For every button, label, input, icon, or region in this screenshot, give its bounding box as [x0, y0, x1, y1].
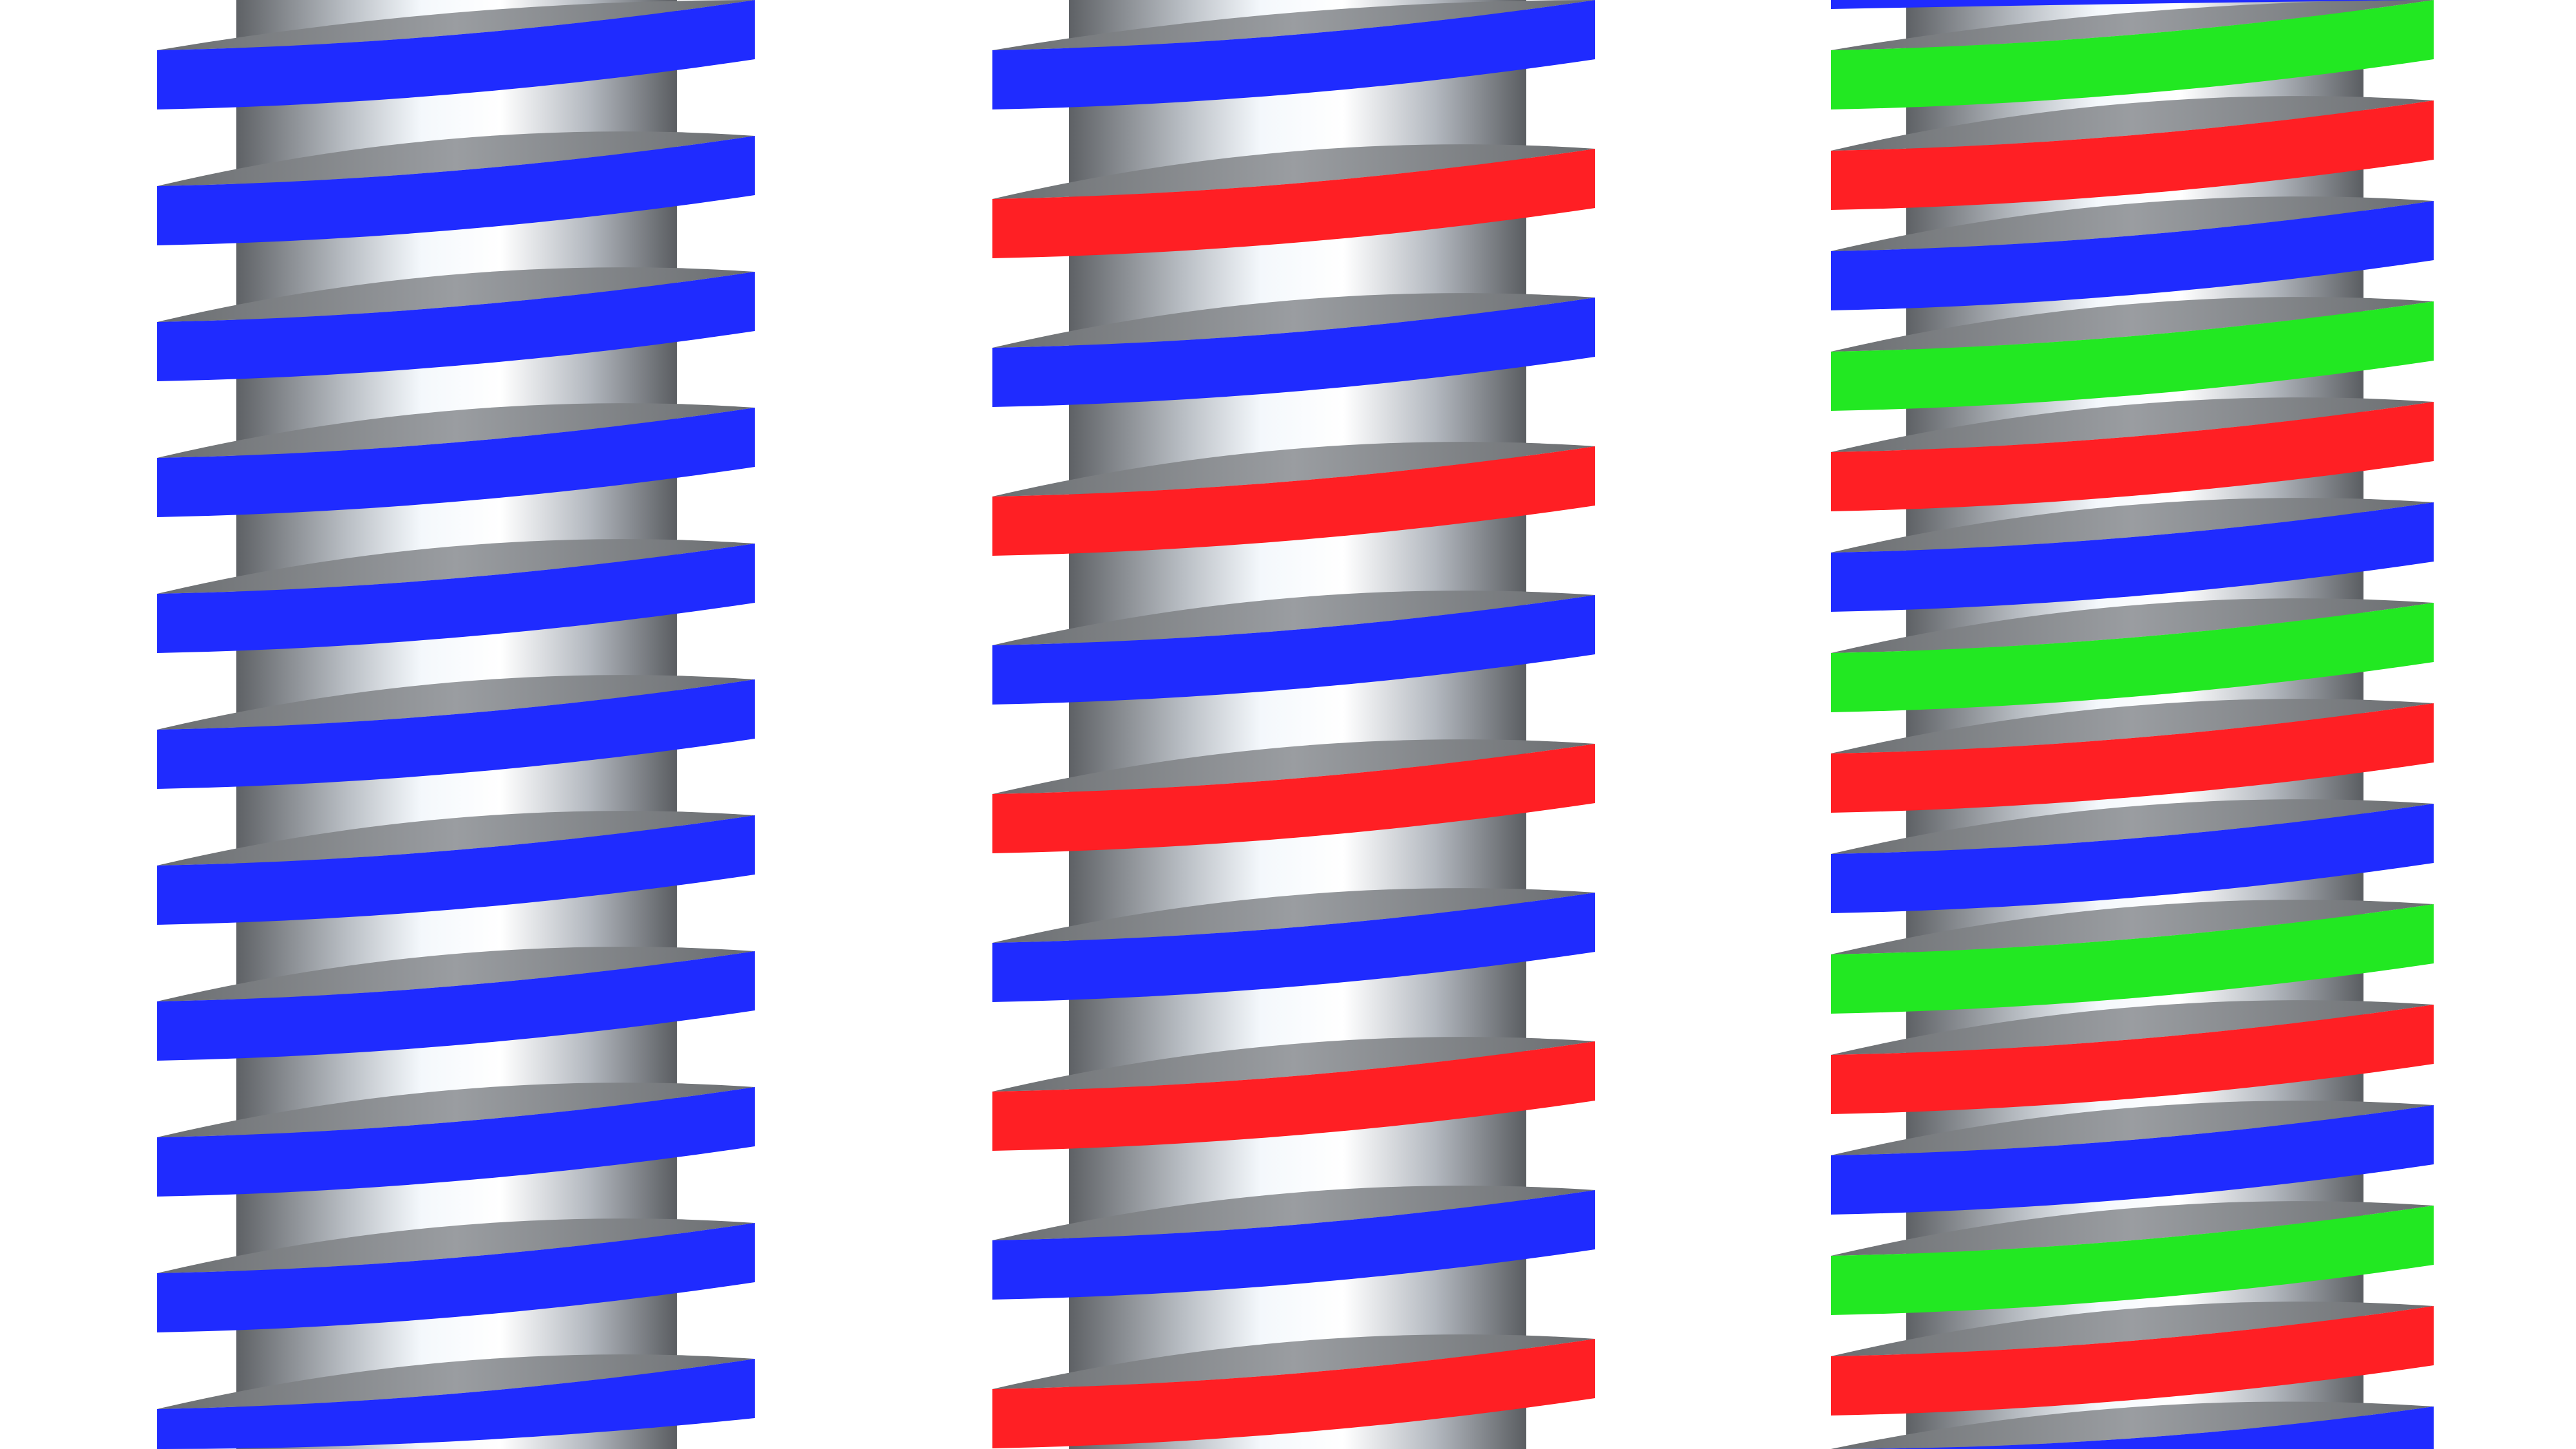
thread-flange-surface: [157, 947, 755, 1001]
double-start-screw: [992, 0, 1595, 1449]
thread-flange-surface: [1831, 0, 2434, 50]
thread-flange-surface: [1831, 498, 2434, 553]
thread-band: [992, 0, 1595, 109]
thread-flange-surface: [1831, 397, 2434, 452]
thread-flange-surface: [992, 1334, 1595, 1389]
thread-band: [157, 679, 755, 789]
triple-start-screw: [1831, 0, 2434, 1449]
thread-band: [1831, 603, 2434, 712]
thread-flange-surface: [1831, 96, 2434, 151]
thread-flange-surface: [157, 811, 755, 866]
thread-band: [157, 951, 755, 1061]
thread-band: [992, 298, 1595, 407]
thread-band: [157, 1223, 755, 1332]
thread-band: [157, 136, 755, 245]
thread-flange-surface: [992, 888, 1595, 943]
thread-flange-surface: [992, 1186, 1595, 1240]
thread-band: [992, 1339, 1595, 1448]
thread-band: [992, 595, 1595, 705]
thread-band: [1831, 1206, 2434, 1315]
thread-band: [992, 893, 1595, 1002]
thread-flange-surface: [157, 267, 755, 322]
thread-band: [1831, 904, 2434, 1014]
thread-flange-surface: [157, 675, 755, 730]
thread-band: [157, 0, 755, 109]
thread-flange-surface: [157, 131, 755, 186]
thread-flange-surface: [157, 0, 755, 50]
thread-band: [157, 1359, 755, 1449]
thread-flange-surface: [992, 591, 1595, 645]
thread-band: [1831, 502, 2434, 612]
thread-band: [1831, 1105, 2434, 1215]
thread-flange-surface: [1831, 1401, 2434, 1449]
thread-flange-surface: [992, 739, 1595, 794]
thread-band: [1831, 0, 2434, 109]
thread-band: [1831, 301, 2434, 411]
thread-band: [157, 544, 755, 653]
thread-flange-surface: [992, 144, 1595, 199]
thread-flange-surface: [992, 442, 1595, 497]
thread-flange-surface: [157, 539, 755, 594]
thread-flange-surface: [1831, 196, 2434, 251]
thread-band: [992, 1041, 1595, 1151]
thread-band: [157, 1087, 755, 1197]
thread-band: [157, 815, 755, 925]
thread-flange-surface: [157, 1218, 755, 1273]
thread-flange-surface: [1831, 297, 2434, 352]
thread-flange-surface: [1831, 1201, 2434, 1256]
thread-flange-surface: [157, 403, 755, 458]
thread-band: [992, 149, 1595, 258]
thread-band: [1831, 1406, 2434, 1449]
thread-band: [992, 1190, 1595, 1300]
thread-band: [1831, 402, 2434, 511]
thread-band: [157, 272, 755, 381]
thread-flange-surface: [1831, 900, 2434, 954]
thread-flange-surface: [1831, 598, 2434, 653]
thread-flange-surface: [992, 0, 1595, 50]
thread-flange-surface: [157, 1083, 755, 1137]
thread-flange-surface: [1831, 1000, 2434, 1055]
thread-band: [157, 408, 755, 517]
thread-band: [992, 446, 1595, 556]
thread-band: [1831, 201, 2434, 310]
thread-band: [1831, 703, 2434, 813]
thread-band: [1831, 100, 2434, 210]
thread-flange-surface: [992, 1037, 1595, 1092]
thread-band: [1831, 1306, 2434, 1416]
thread-band: [1831, 804, 2434, 913]
thread-flange-surface: [1831, 1302, 2434, 1356]
thread-flange-surface: [1831, 699, 2434, 753]
single-start-screw: [157, 0, 755, 1449]
thread-band: [992, 744, 1595, 853]
thread-flange-surface: [1831, 799, 2434, 854]
thread-band: [1831, 0, 2434, 9]
thread-band: [1831, 1005, 2434, 1114]
thread-flange-surface: [992, 293, 1595, 348]
thread-flange-surface: [157, 1354, 755, 1409]
thread-flange-surface: [1831, 1101, 2434, 1155]
